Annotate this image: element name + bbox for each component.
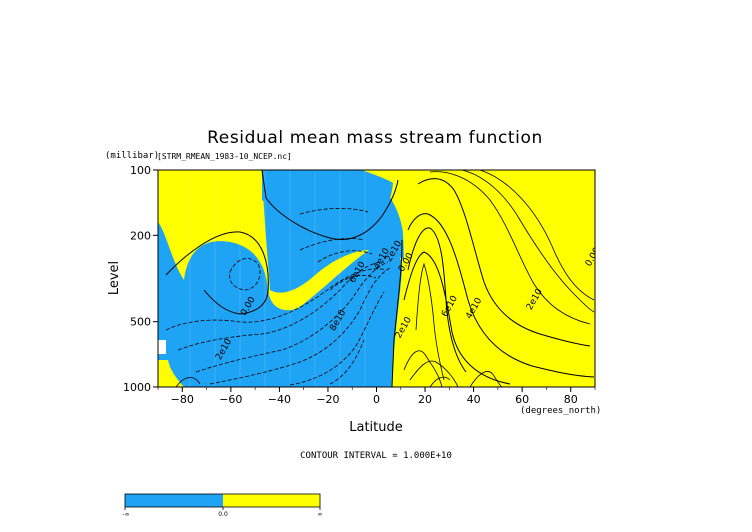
x-unit-label: (degrees_north) bbox=[520, 406, 601, 416]
x-tick-label: 0 bbox=[373, 393, 380, 406]
colorbar-label-max: ∞ bbox=[318, 511, 323, 518]
contour-label: 0.00 bbox=[584, 246, 603, 269]
x-tick-label: −60 bbox=[219, 393, 242, 406]
x-tick-label: 40 bbox=[467, 393, 481, 406]
y-unit-label: (millibar) bbox=[105, 151, 159, 161]
x-tick-label: 20 bbox=[418, 393, 432, 406]
negative-region bbox=[262, 170, 404, 293]
x-tick-label: −40 bbox=[268, 393, 291, 406]
x-tick-label: 60 bbox=[515, 393, 529, 406]
y-tick-label: 1000 bbox=[123, 381, 151, 394]
x-axis-label: Latitude bbox=[349, 420, 403, 435]
x-ticks: −80 −60 −40 −20 0 20 40 60 80 bbox=[157, 387, 596, 406]
chart-title: Residual mean mass stream function bbox=[207, 128, 543, 148]
colorbar-label-min: -∞ bbox=[122, 511, 129, 518]
y-tick-label: 200 bbox=[130, 229, 151, 242]
colorbar-positive bbox=[223, 494, 320, 507]
missing-patch bbox=[158, 340, 166, 354]
x-tick-label: 80 bbox=[564, 393, 578, 406]
y-ticks: 100 200 500 1000 bbox=[123, 164, 158, 394]
contour-interval-text: CONTOUR INTERVAL = 1.000E+10 bbox=[300, 451, 452, 461]
contour-lines bbox=[165, 170, 595, 387]
y-axis-label: Level bbox=[107, 261, 122, 295]
y-tick-label: 500 bbox=[130, 316, 151, 329]
colorbar-frame bbox=[124, 493, 321, 508]
x-tick-label: −20 bbox=[316, 393, 339, 406]
grid-texture bbox=[189, 170, 366, 387]
y-tick-label: 100 bbox=[130, 164, 151, 177]
x-tick-label: −80 bbox=[171, 393, 194, 406]
file-label: [STRM_RMEAN_1983-10_NCEP.nc] bbox=[157, 152, 292, 161]
colorbar-negative bbox=[125, 494, 223, 507]
colorbar-label-zero: 0.0 bbox=[218, 511, 228, 518]
colorbar: -∞ 0.0 ∞ bbox=[122, 493, 323, 518]
